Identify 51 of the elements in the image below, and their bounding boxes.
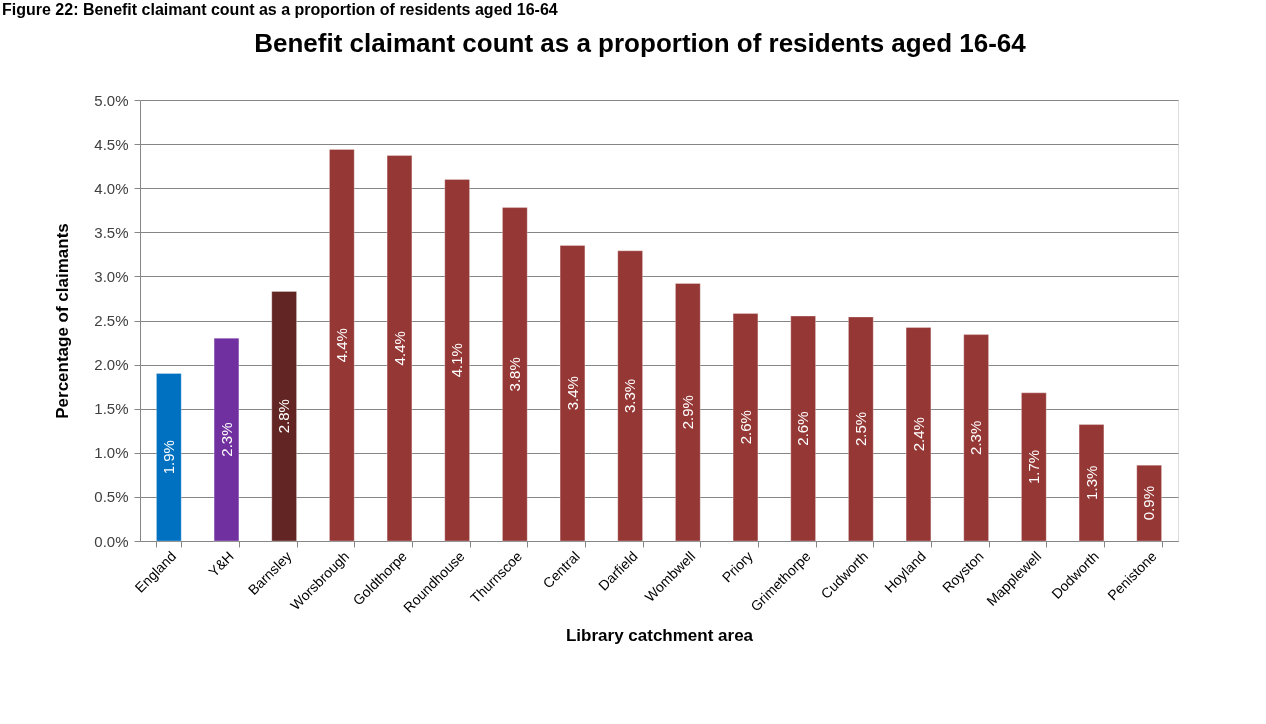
bar xyxy=(617,250,643,542)
bar xyxy=(213,337,240,542)
bar xyxy=(675,283,701,542)
data-label: 2.6% xyxy=(736,410,754,445)
data-label: 3.8% xyxy=(505,357,523,392)
bar xyxy=(848,316,874,542)
data-label: 1.7% xyxy=(1024,449,1042,485)
bar xyxy=(329,149,355,542)
y-tick-label: 3.0% xyxy=(94,267,129,285)
y-tick-label: 0.5% xyxy=(94,488,129,506)
bar xyxy=(790,315,816,542)
data-label: 4.1% xyxy=(448,343,466,378)
bar xyxy=(1136,464,1162,542)
y-tick-label: 2.0% xyxy=(94,356,129,374)
y-tick-label: 4.0% xyxy=(94,179,129,197)
data-label: 3.3% xyxy=(621,378,639,414)
bar xyxy=(559,245,586,542)
bar xyxy=(732,313,759,542)
caption: Figure 22: Benefit claimant count as a proportion of residents aged 16-64 xyxy=(2,1,558,18)
data-label: 2.8% xyxy=(275,399,293,434)
x-axis-title: Library catchment area xyxy=(565,625,754,645)
data-label: 2.4% xyxy=(909,417,927,452)
bar xyxy=(1078,424,1105,542)
data-label: 2.3% xyxy=(217,422,235,457)
data-label: 2.9% xyxy=(678,395,696,430)
y-axis-title: Percentage of claimants xyxy=(53,223,73,419)
data-label: 0.9% xyxy=(1140,485,1158,521)
bar xyxy=(963,334,989,542)
bar xyxy=(502,207,528,542)
data-label: 4.4% xyxy=(390,331,408,366)
bar xyxy=(1021,392,1047,542)
y-tick-label: 1.5% xyxy=(94,400,129,418)
data-label: 2.5% xyxy=(851,411,869,447)
chart-title: Benefit claimant count as a proportion of residents aged 16-64 xyxy=(254,28,1027,58)
data-label: 2.6% xyxy=(794,411,812,446)
bar xyxy=(271,291,297,542)
data-label: 1.9% xyxy=(159,440,177,475)
data-label: 4.4% xyxy=(332,328,350,363)
bar xyxy=(444,179,470,542)
y-tick-label: 3.5% xyxy=(94,223,129,241)
data-label: 1.3% xyxy=(1082,465,1100,500)
data-label: 3.4% xyxy=(563,376,581,411)
y-tick-label: 5.0% xyxy=(94,91,129,109)
y-tick-label: 4.5% xyxy=(94,135,129,153)
y-tick-label: 2.5% xyxy=(94,312,129,329)
y-tick-label: 0.0% xyxy=(94,532,129,550)
bar xyxy=(156,373,182,542)
bar xyxy=(905,327,932,542)
y-tick-label: 1.0% xyxy=(94,444,129,462)
data-label: 2.3% xyxy=(967,420,985,455)
bar xyxy=(386,155,413,542)
